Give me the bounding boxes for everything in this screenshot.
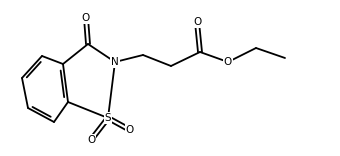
Text: O: O [224, 57, 232, 67]
Text: O: O [193, 17, 201, 27]
Text: N: N [111, 57, 119, 67]
Text: O: O [87, 135, 95, 145]
Text: O: O [82, 13, 90, 23]
Text: S: S [105, 113, 111, 123]
Text: O: O [126, 125, 134, 135]
